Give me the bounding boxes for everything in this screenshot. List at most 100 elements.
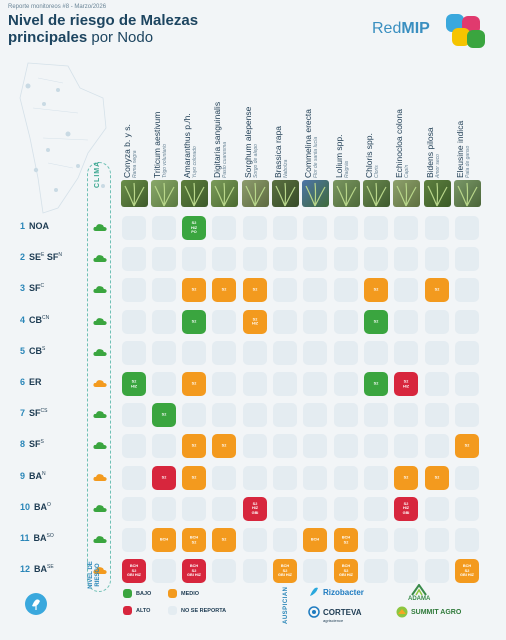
node-label: 10 BAO — [20, 501, 51, 512]
node-label: 11 BASO — [20, 533, 54, 543]
risk-cell — [303, 278, 327, 303]
risk-cell — [212, 216, 236, 240]
clima-cloud-icon — [93, 348, 107, 356]
risk-cell — [152, 216, 176, 240]
weed-header: Brassica rapa Nabolza — [273, 126, 289, 178]
risk-cell: S2 — [182, 278, 206, 303]
logo-blob-green — [467, 30, 485, 48]
risk-cell: BCH S2 — [334, 528, 358, 552]
weed-photo — [242, 180, 269, 207]
risk-cell — [152, 434, 176, 459]
risk-cell — [303, 216, 327, 240]
risk-cell: S2 — [364, 309, 388, 334]
risk-cell — [455, 309, 479, 334]
risk-cell — [243, 247, 267, 272]
legend-item-medio: MEDIO — [168, 589, 199, 598]
sponsor-corteva: CORTEVA agriscience — [308, 606, 362, 623]
argentina-map-icon — [19, 62, 107, 214]
risk-cell: S2 — [182, 434, 206, 459]
risk-cell — [425, 559, 449, 584]
risk-cell — [273, 340, 297, 365]
risk-cell: S2 — [425, 465, 449, 490]
risk-cell — [122, 528, 146, 552]
node-row: 4 CBCN S2 S2 HIZ S2 — [0, 308, 506, 336]
risk-cell — [152, 496, 176, 521]
risk-cell — [394, 403, 418, 428]
risk-cell — [394, 278, 418, 303]
risk-cell — [273, 309, 297, 334]
risk-cell — [243, 434, 267, 459]
risk-cell: BCH S2 GBI HIZ — [122, 559, 146, 584]
summit-icon — [396, 606, 408, 618]
risk-cell — [334, 309, 358, 334]
risk-cell: S2 — [152, 403, 176, 428]
clima-cloud-icon — [93, 504, 107, 512]
risk-cell — [243, 528, 267, 552]
weed-photo — [393, 180, 420, 207]
clima-cloud-icon — [93, 255, 107, 263]
weed-header: Eleusine indica Pata de ganso — [455, 120, 471, 178]
risk-cell — [303, 340, 327, 365]
clima-cloud-icon — [93, 380, 107, 387]
risk-cell: S2 HIZ — [122, 372, 146, 396]
risk-cell — [212, 309, 236, 334]
risk-cell — [334, 340, 358, 365]
risk-cell — [212, 496, 236, 521]
risk-cell — [394, 434, 418, 459]
sponsors-label: AUSPICIAN — [283, 586, 289, 624]
risk-cell — [425, 496, 449, 521]
risk-cell — [455, 496, 479, 521]
risk-cell: BCH — [152, 528, 176, 552]
sponsor-rizobacter: Rizobacter — [308, 586, 364, 598]
risk-cell — [243, 465, 267, 490]
clima-cloud-icon — [93, 442, 107, 450]
risk-cell — [334, 372, 358, 396]
node-label: 1 NOA — [20, 221, 50, 231]
legend-title: NIVEL DE RIESGO — [88, 561, 101, 589]
risk-cell — [152, 340, 176, 365]
header: Reporte monitoreos #8 - Marzo/2026 Nivel… — [8, 4, 198, 46]
risk-cell — [334, 496, 358, 521]
weed-photo — [121, 180, 148, 207]
risk-cell — [425, 528, 449, 552]
node-row: 1 NOA S2 HIZ PO — [0, 214, 506, 242]
risk-cell — [152, 309, 176, 334]
logo-blob-yellow — [452, 28, 470, 46]
risk-cell — [122, 278, 146, 303]
corteva-icon — [308, 606, 320, 618]
node-row: 3 SFC S2 S2 S2 S2 S2 — [0, 276, 506, 304]
risk-cell: S2 — [182, 465, 206, 490]
risk-cell — [394, 340, 418, 365]
risk-cell: S2 — [364, 278, 388, 303]
risk-cell — [152, 247, 176, 272]
risk-cell: S2 — [212, 434, 236, 459]
risk-cell — [425, 434, 449, 459]
risk-cell — [212, 340, 236, 365]
risk-cell — [273, 465, 297, 490]
risk-cell — [243, 216, 267, 240]
risk-cell — [122, 403, 146, 428]
risk-cell: S2 HIZ — [394, 372, 418, 396]
node-row: 8 SFS S2 S2 S2 — [0, 432, 506, 460]
risk-cell — [122, 434, 146, 459]
risk-cell — [425, 247, 449, 272]
legend-item-alto: ALTO — [123, 606, 150, 615]
risk-cell — [303, 434, 327, 459]
weed-photo — [272, 180, 299, 207]
risk-cell — [273, 403, 297, 428]
risk-cell — [243, 559, 267, 584]
risk-cell: BCH — [303, 528, 327, 552]
risk-cell — [273, 496, 297, 521]
risk-cell — [394, 247, 418, 272]
weed-photo — [211, 180, 238, 207]
risk-cell — [425, 309, 449, 334]
risk-cell — [303, 247, 327, 272]
sponsor-adama: ADAMA — [408, 584, 430, 602]
redmip-mark-icon — [25, 593, 47, 615]
node-label: 12 BASE — [20, 564, 54, 575]
risk-cell — [364, 559, 388, 584]
legend-item-bajo: BAJO — [123, 589, 151, 598]
risk-cell — [243, 403, 267, 428]
risk-cell: S2 — [455, 434, 479, 459]
weed-header: Commelina erecta Flor de santa lucía — [303, 109, 319, 178]
